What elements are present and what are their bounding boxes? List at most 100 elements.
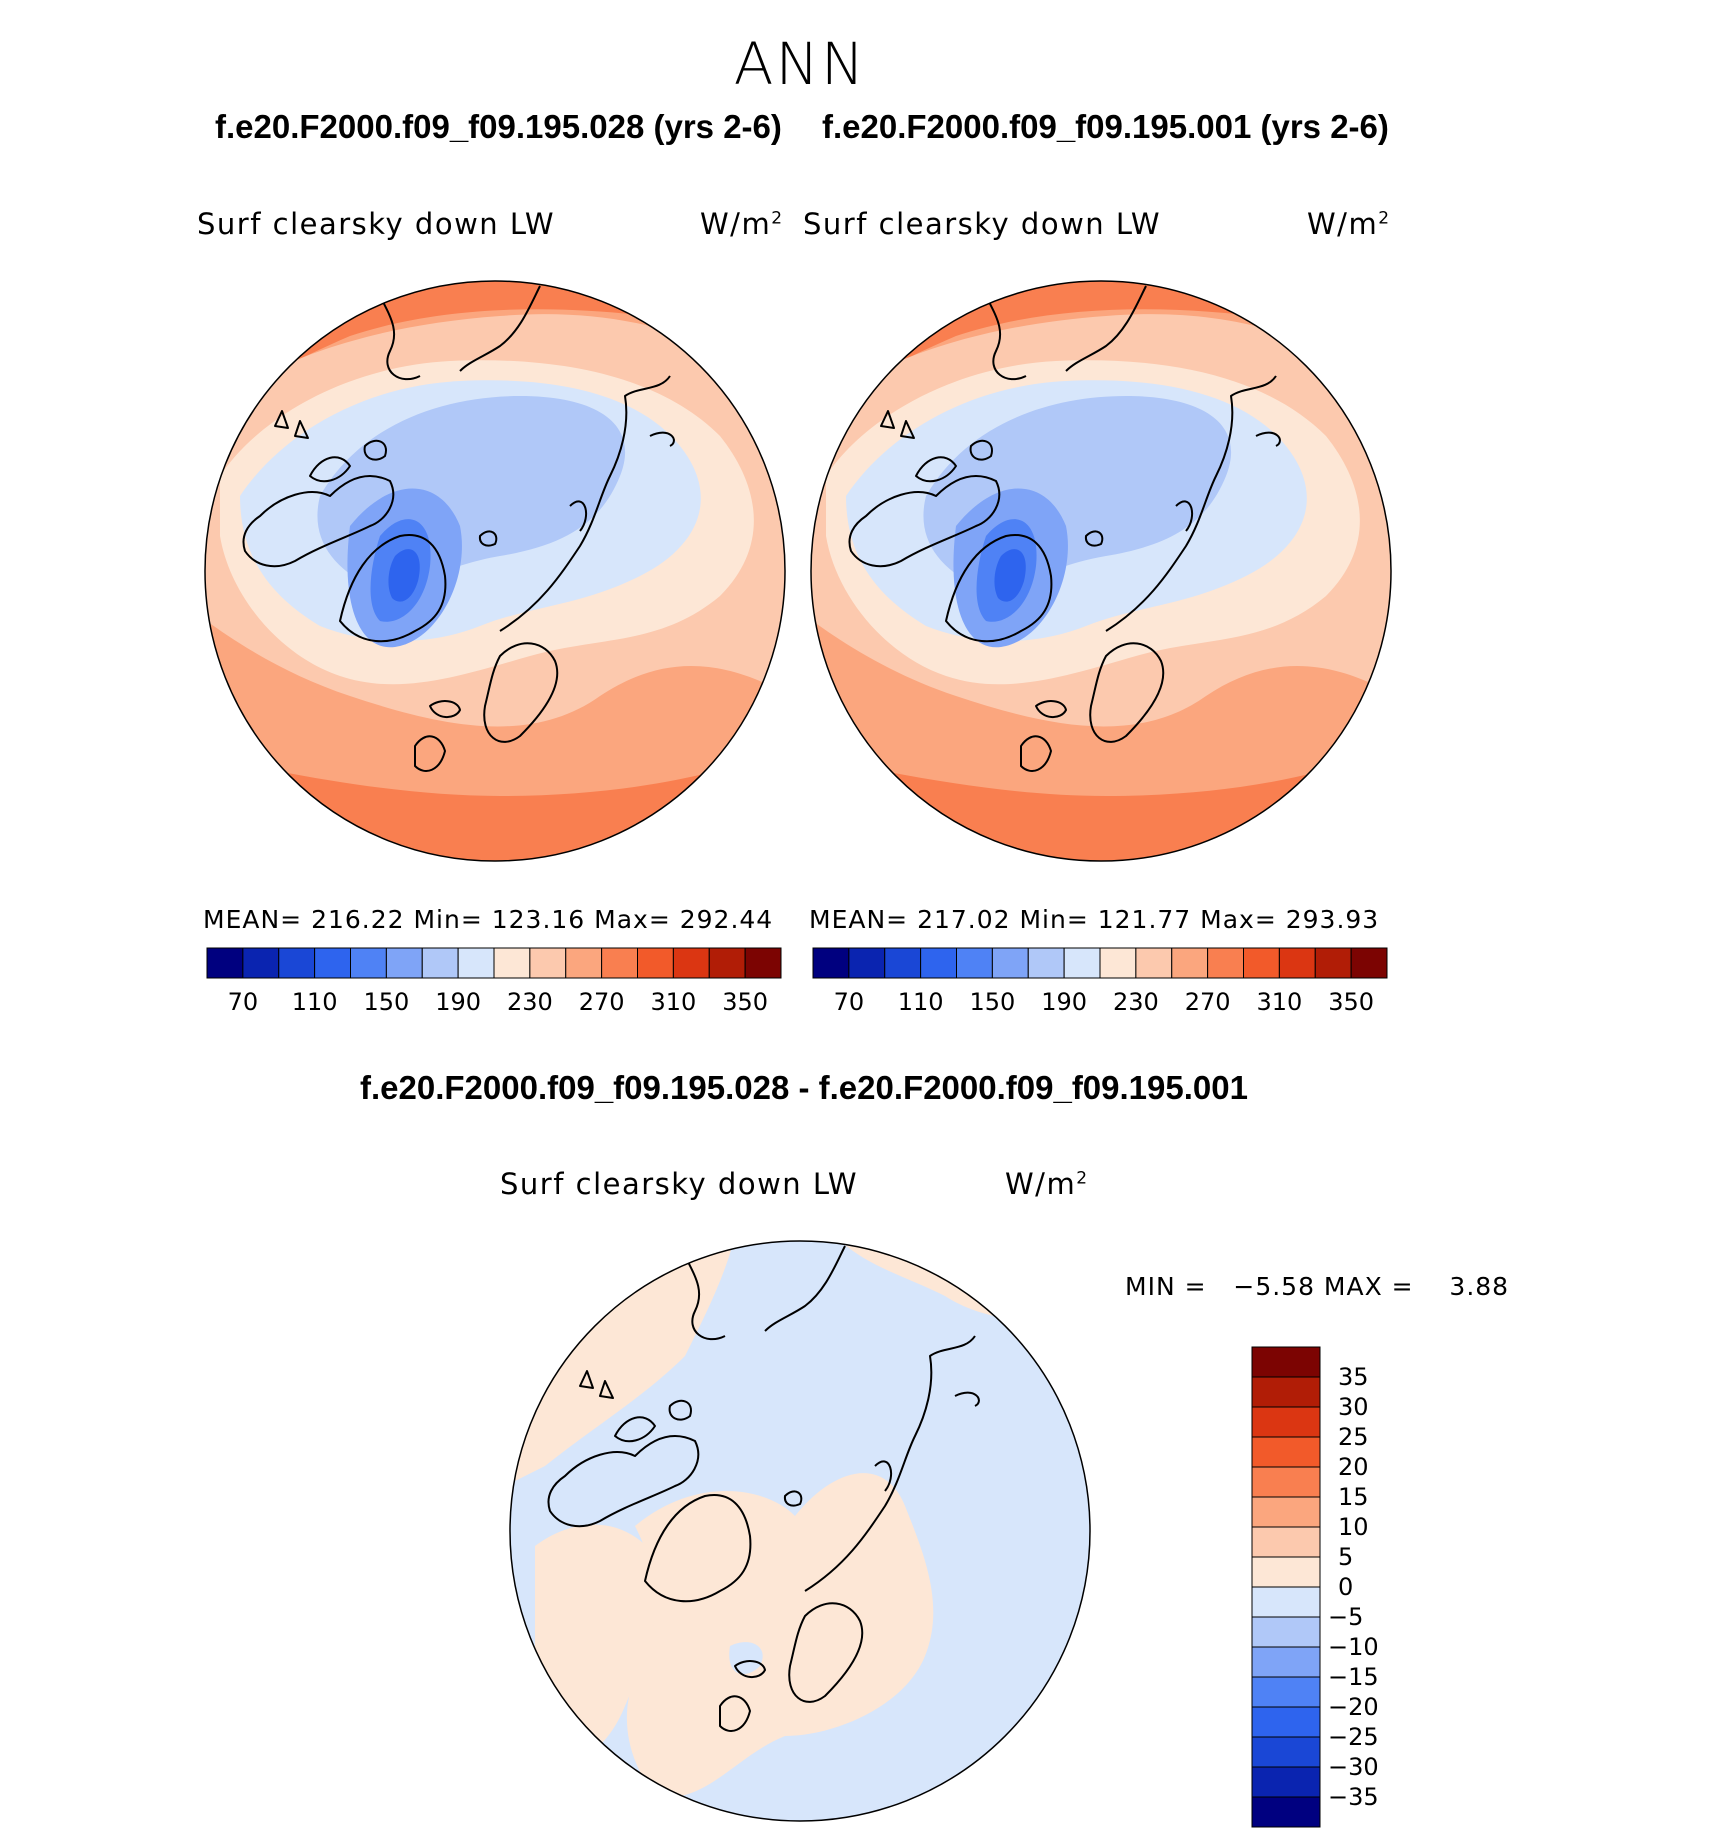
colorbar-tick-label: 150 xyxy=(969,988,1016,1016)
colorbar-tick-label: −35 xyxy=(1328,1783,1379,1811)
panel-2-colorbar xyxy=(812,947,1388,979)
panel-2-map xyxy=(810,280,1392,862)
colorbar-swatch xyxy=(1027,947,1065,979)
panel-1-map xyxy=(204,280,786,862)
colorbar-swatch xyxy=(672,947,710,979)
coastline xyxy=(363,439,387,461)
colorbar-swatch xyxy=(848,947,886,979)
colorbar-swatch xyxy=(1251,1616,1321,1648)
coastline xyxy=(499,375,671,632)
diff-title: f.e20.F2000.f09_f09.195.028 - f.e20.F200… xyxy=(360,1069,1248,1106)
colorbar-swatch xyxy=(637,947,674,979)
map-fill-band xyxy=(994,549,1026,602)
coastline xyxy=(339,534,447,643)
panel-1-units-label: W/m2 xyxy=(700,207,784,241)
coastline xyxy=(649,431,675,447)
colorbar-tick-label: 10 xyxy=(1338,1513,1369,1541)
colorbar-swatch xyxy=(1251,1646,1321,1678)
colorbar-tick-label: 350 xyxy=(722,988,769,1016)
map-fill-band xyxy=(626,1473,934,1798)
colorbar-tick-label: 230 xyxy=(1112,988,1159,1016)
colorbar-swatch xyxy=(1171,947,1209,979)
coastline xyxy=(1035,700,1067,718)
colorbar-tick-label: 30 xyxy=(1338,1393,1369,1421)
colorbar-tick-label: 25 xyxy=(1338,1423,1369,1451)
colorbar-tick-label: 230 xyxy=(506,988,553,1016)
colorbar-tick-label: 270 xyxy=(1184,988,1231,1016)
colorbar-swatch xyxy=(385,947,423,979)
coastline xyxy=(969,439,993,461)
diff-minmax: MIN = −5.58 MAX = 3.88 xyxy=(1125,1272,1510,1301)
colorbar-swatch xyxy=(278,947,316,979)
coastline xyxy=(945,534,1053,643)
colorbar-swatch xyxy=(1251,1796,1321,1828)
colorbar-swatch xyxy=(1251,1586,1321,1618)
colorbar-swatch xyxy=(1243,947,1280,979)
colorbar-swatch xyxy=(744,947,782,979)
coastline xyxy=(614,1416,656,1443)
coastline xyxy=(804,1335,976,1592)
diff-map xyxy=(509,1240,1091,1822)
colorbar-swatch xyxy=(1251,1466,1321,1498)
panel-1-colorbar-ticks: 70 110 150 190 230 270 310 350 xyxy=(207,988,781,1018)
panel-2-case-title: f.e20.F2000.f09_f09.195.001 (yrs 2-6) xyxy=(822,108,1389,145)
colorbar-swatch xyxy=(206,947,244,979)
colorbar-swatch xyxy=(314,947,351,979)
colorbar-swatch xyxy=(601,947,638,979)
colorbar-swatch xyxy=(1251,1736,1321,1768)
coastline xyxy=(478,530,498,547)
coastline xyxy=(679,305,701,337)
coastline xyxy=(668,1399,692,1421)
colorbar-tick-label: −10 xyxy=(1328,1633,1379,1661)
coastline xyxy=(242,475,395,568)
panel-2-colorbar-ticks: 70 110 150 190 230 270 310 350 xyxy=(813,988,1387,1018)
colorbar-tick-label: −15 xyxy=(1328,1663,1379,1691)
coastline xyxy=(274,410,289,429)
coastline xyxy=(1084,530,1104,547)
colorbar-swatch xyxy=(1251,1346,1321,1378)
diff-colorbar-ticks: 35 30 25 20 15 10 5 0 −5 −10 −15 −20 −25 −30 −35 xyxy=(1328,1347,1408,1827)
coastline xyxy=(684,1255,726,1341)
coastline xyxy=(1175,500,1194,532)
colorbar-tick-label: 35 xyxy=(1338,1363,1369,1391)
coastline xyxy=(1105,375,1277,632)
colorbar-swatch xyxy=(812,947,850,979)
colorbar-swatch xyxy=(920,947,957,979)
colorbar-tick-label: 310 xyxy=(650,988,697,1016)
coastline xyxy=(848,475,1001,568)
colorbar-tick-label: 190 xyxy=(1041,988,1088,1016)
main-title: ANN xyxy=(733,30,867,98)
colorbar-tick-label: 110 xyxy=(897,988,944,1016)
coastline xyxy=(379,295,421,381)
colorbar-swatch xyxy=(1251,1436,1321,1468)
map-boundary xyxy=(810,280,1392,862)
colorbar-tick-label: 270 xyxy=(578,988,625,1016)
colorbar-swatch xyxy=(956,947,993,979)
colorbar-tick-label: 15 xyxy=(1338,1483,1369,1511)
colorbar-tick-label: 0 xyxy=(1338,1573,1354,1601)
colorbar-tick-label: −20 xyxy=(1328,1693,1379,1721)
coastline xyxy=(429,700,461,718)
colorbar-swatch xyxy=(1251,1496,1321,1528)
coastline xyxy=(599,1380,614,1399)
diff-variable-label: Surf clearsky down LW xyxy=(500,1167,859,1201)
colorbar-tick-label: 70 xyxy=(227,988,259,1016)
colorbar-swatch xyxy=(1207,947,1244,979)
colorbar-swatch xyxy=(1314,947,1352,979)
colorbar-swatch xyxy=(1251,1676,1321,1708)
colorbar-tick-label: 310 xyxy=(1256,988,1303,1016)
colorbar-swatch xyxy=(421,947,459,979)
colorbar-tick-label: −30 xyxy=(1328,1753,1379,1781)
diff-units-label: W/m2 xyxy=(1005,1167,1089,1201)
panel-2-stats: MEAN= 217.02 Min= 121.77 Max= 293.93 xyxy=(809,905,1380,934)
colorbar-swatch xyxy=(242,947,280,979)
diff-colorbar xyxy=(1251,1346,1321,1828)
coastline xyxy=(734,1660,766,1678)
colorbar-swatch xyxy=(1251,1406,1321,1438)
coastline xyxy=(483,642,559,743)
coastline xyxy=(985,295,1027,381)
coastline xyxy=(459,285,541,372)
panel-1-colorbar xyxy=(206,947,782,979)
colorbar-swatch xyxy=(1251,1556,1321,1588)
colorbar-swatch xyxy=(1135,947,1173,979)
